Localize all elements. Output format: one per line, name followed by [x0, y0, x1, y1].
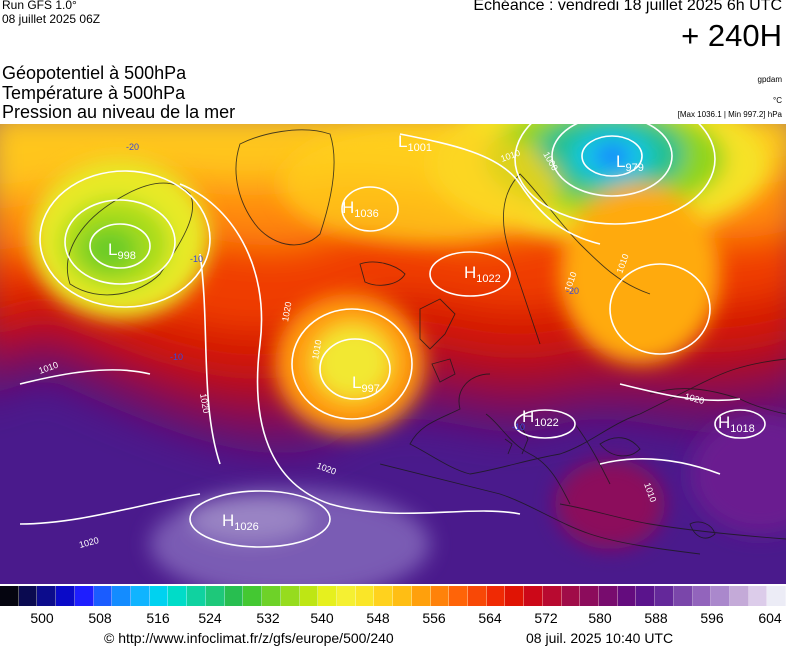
temperature-label: -10	[512, 422, 525, 432]
color-scale-tick-label: 604	[758, 610, 782, 626]
color-scale-swatch	[336, 586, 356, 606]
color-scale-swatch	[599, 586, 618, 606]
color-scale-tick-label: 580	[588, 610, 612, 626]
color-scale-swatch	[524, 586, 543, 606]
pressure-center: L979	[616, 152, 644, 174]
color-scale-swatch	[168, 586, 188, 606]
color-scale-tick-label: 524	[198, 610, 222, 626]
color-scale-tick-label: 596	[700, 610, 724, 626]
color-scale-swatch	[243, 586, 263, 606]
color-scale-tick-label: 548	[366, 610, 390, 626]
color-scale-swatch	[299, 586, 319, 606]
color-scale-swatch	[93, 586, 113, 606]
color-scale-swatch	[505, 586, 525, 606]
color-scale-swatch	[748, 586, 768, 606]
color-scale	[0, 586, 786, 606]
color-scale-swatch	[411, 586, 431, 606]
run-title: Run GFS 1.0°	[2, 0, 77, 12]
color-scale-swatch	[187, 586, 206, 606]
pressure-center: H1026	[222, 511, 259, 533]
color-scale-swatch	[561, 586, 581, 606]
color-scale-swatch	[673, 586, 693, 606]
color-scale-swatch	[149, 586, 169, 606]
color-scale-tick-label: 588	[644, 610, 668, 626]
color-scale-swatch	[655, 586, 674, 606]
color-scale-swatch	[18, 586, 38, 606]
color-scale-swatch	[767, 586, 786, 606]
color-scale-swatch	[730, 586, 749, 606]
color-scale-tick-label: 516	[146, 610, 170, 626]
color-scale-swatch	[0, 586, 19, 606]
color-scale-swatch	[355, 586, 375, 606]
temperature-label: -20	[126, 142, 139, 152]
temperature-label: -20	[566, 286, 579, 296]
forecast-valid-time: Échéance : vendredi 18 juillet 2025 6h U…	[473, 0, 782, 14]
color-scale-swatch	[711, 586, 731, 606]
color-scale-swatch	[56, 586, 75, 606]
color-scale-swatch	[131, 586, 150, 606]
color-scale-swatch	[224, 586, 244, 606]
isobar-label: 1020	[280, 301, 293, 322]
unit-gpdam: gpdam	[757, 75, 782, 84]
color-scale-swatch	[112, 586, 132, 606]
color-scale-tick-label: 532	[256, 610, 280, 626]
color-scale-tick-label: 564	[478, 610, 502, 626]
pressure-center: L998	[108, 240, 136, 262]
forecast-horizon: + 240H	[681, 18, 782, 53]
color-scale-swatch	[449, 586, 468, 606]
layer-title-geopotential: Géopotentiel à 500hPa	[2, 63, 187, 83]
color-scale-swatch	[486, 586, 506, 606]
color-scale-tick-label: 508	[88, 610, 112, 626]
pressure-center: H1022	[464, 263, 501, 285]
pressure-center: L1001	[398, 132, 432, 154]
layer-title-pressure: Pression au niveau de la mer	[2, 102, 236, 122]
color-scale-swatch	[636, 586, 656, 606]
color-scale-swatch	[542, 586, 562, 606]
color-scale-swatch	[374, 586, 394, 606]
color-scale-swatch	[205, 586, 225, 606]
generation-timestamp: 08 juil. 2025 10:40 UTC	[526, 630, 674, 646]
pressure-center: L997	[352, 373, 380, 395]
temperature-label: -10	[170, 352, 183, 362]
run-date: 08 juillet 2025 06Z	[2, 12, 101, 26]
color-scale-swatch	[318, 586, 337, 606]
layer-title-temperature: Température à 500hPa	[2, 83, 186, 103]
pressure-center: H1036	[342, 198, 379, 220]
isobar-label: 1010	[310, 339, 323, 360]
weather-map[interactable]: L998 L1001 H1036 L979 H1022 L997 H1022 H1018 H10…	[0, 124, 786, 584]
color-scale-swatch	[37, 586, 57, 606]
color-scale-swatch	[430, 586, 450, 606]
color-scale-swatch	[692, 586, 712, 606]
pressure-center: H1022	[522, 407, 559, 429]
isobar-label: 1020	[198, 393, 211, 414]
color-scale-swatch	[580, 586, 599, 606]
color-scale-tick-label: 572	[534, 610, 558, 626]
source-credit[interactable]: © http://www.infoclimat.fr/z/gfs/europe/…	[104, 630, 394, 646]
color-scale-swatch	[467, 586, 487, 606]
color-scale-swatch	[74, 586, 94, 606]
unit-celsius: °C	[773, 96, 782, 105]
color-scale-tick-label: 556	[422, 610, 446, 626]
pressure-center: H1018	[718, 413, 755, 435]
color-scale-tick-label: 540	[310, 610, 334, 626]
color-scale-tick-label: 500	[30, 610, 54, 626]
color-scale-swatch	[280, 586, 300, 606]
color-scale-swatch	[262, 586, 281, 606]
unit-pressure-range: [Max 1036.1 | Min 997.2] hPa	[677, 110, 782, 119]
color-scale-swatch	[393, 586, 412, 606]
color-scale-swatch	[617, 586, 637, 606]
temperature-label: -10	[190, 254, 203, 264]
